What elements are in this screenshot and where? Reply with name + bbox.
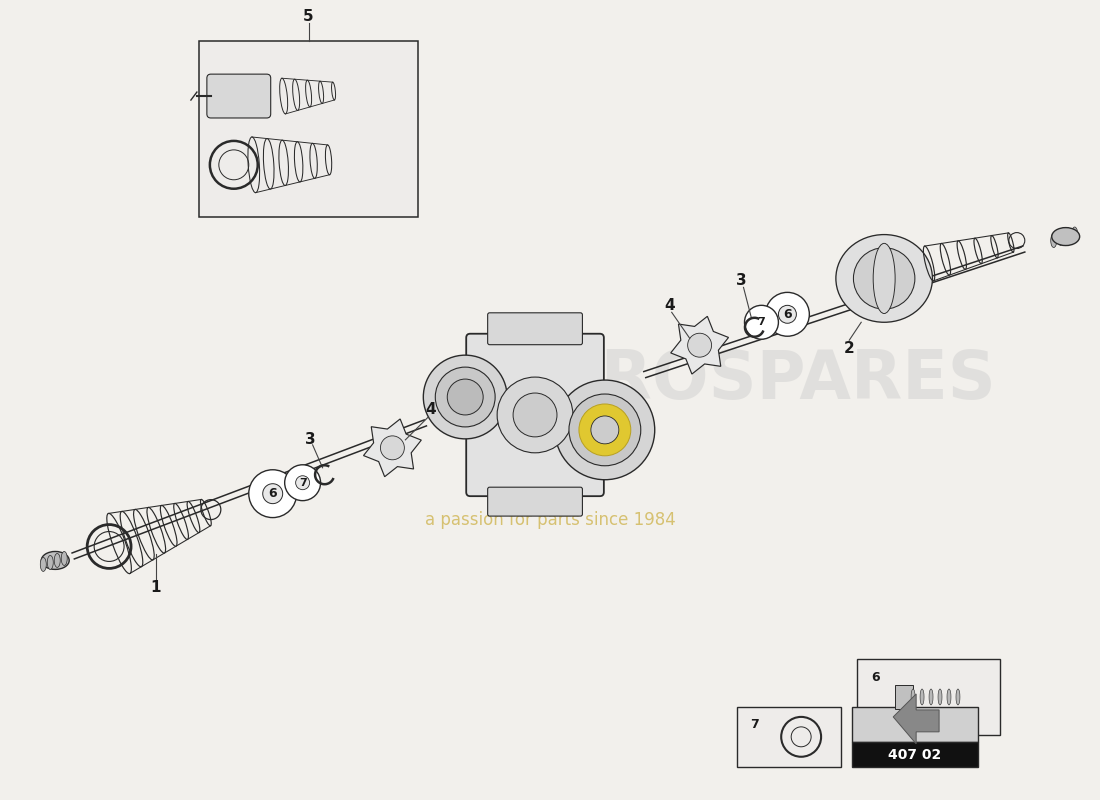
FancyBboxPatch shape xyxy=(487,313,582,345)
Ellipse shape xyxy=(1050,234,1057,247)
Text: EUROSPARES: EUROSPARES xyxy=(502,347,997,413)
Circle shape xyxy=(854,248,915,309)
Polygon shape xyxy=(671,316,728,374)
Ellipse shape xyxy=(938,689,942,705)
Ellipse shape xyxy=(41,558,46,571)
Text: 3: 3 xyxy=(306,432,316,447)
Text: 2: 2 xyxy=(844,341,855,356)
Circle shape xyxy=(513,393,557,437)
Ellipse shape xyxy=(956,689,960,705)
Bar xyxy=(199,42,418,217)
Ellipse shape xyxy=(47,555,53,570)
Circle shape xyxy=(569,394,641,466)
Bar xyxy=(851,707,978,742)
Circle shape xyxy=(766,292,810,336)
Circle shape xyxy=(436,367,495,427)
Ellipse shape xyxy=(947,689,952,705)
Bar xyxy=(737,707,840,766)
Text: 3: 3 xyxy=(736,273,747,288)
Circle shape xyxy=(497,377,573,453)
Bar xyxy=(857,659,1000,735)
FancyBboxPatch shape xyxy=(466,334,604,496)
Circle shape xyxy=(448,379,483,415)
Circle shape xyxy=(381,436,405,460)
Text: 407 02: 407 02 xyxy=(888,748,942,762)
Ellipse shape xyxy=(54,554,60,567)
Text: 4: 4 xyxy=(425,402,436,418)
Ellipse shape xyxy=(62,551,67,566)
Ellipse shape xyxy=(1071,227,1078,241)
Circle shape xyxy=(249,470,297,518)
Ellipse shape xyxy=(920,689,924,705)
Text: 6: 6 xyxy=(871,670,880,683)
Ellipse shape xyxy=(911,689,915,705)
Polygon shape xyxy=(893,694,939,744)
Ellipse shape xyxy=(930,689,933,705)
Text: 6: 6 xyxy=(268,487,277,500)
Circle shape xyxy=(424,355,507,439)
FancyBboxPatch shape xyxy=(487,487,582,516)
Text: 7: 7 xyxy=(750,718,759,731)
Circle shape xyxy=(591,416,619,444)
Polygon shape xyxy=(363,419,421,477)
Ellipse shape xyxy=(1058,231,1064,246)
Ellipse shape xyxy=(42,551,69,570)
Circle shape xyxy=(779,306,796,323)
FancyBboxPatch shape xyxy=(207,74,271,118)
Ellipse shape xyxy=(1052,228,1080,246)
Text: a passion for parts since 1984: a passion for parts since 1984 xyxy=(425,510,675,529)
Circle shape xyxy=(579,404,630,456)
Text: 1: 1 xyxy=(151,580,162,595)
Bar xyxy=(851,742,978,766)
Ellipse shape xyxy=(1065,229,1070,243)
Text: 4: 4 xyxy=(664,298,675,313)
Circle shape xyxy=(556,380,654,480)
Ellipse shape xyxy=(873,243,895,314)
Circle shape xyxy=(745,306,779,339)
Circle shape xyxy=(285,465,320,501)
Ellipse shape xyxy=(836,234,933,322)
Bar xyxy=(895,685,913,709)
Circle shape xyxy=(263,484,283,504)
Text: 5: 5 xyxy=(304,9,313,24)
Circle shape xyxy=(296,476,309,490)
Text: 7: 7 xyxy=(758,318,766,327)
Text: 6: 6 xyxy=(783,308,792,321)
Circle shape xyxy=(688,334,712,357)
Text: 7: 7 xyxy=(299,478,307,488)
